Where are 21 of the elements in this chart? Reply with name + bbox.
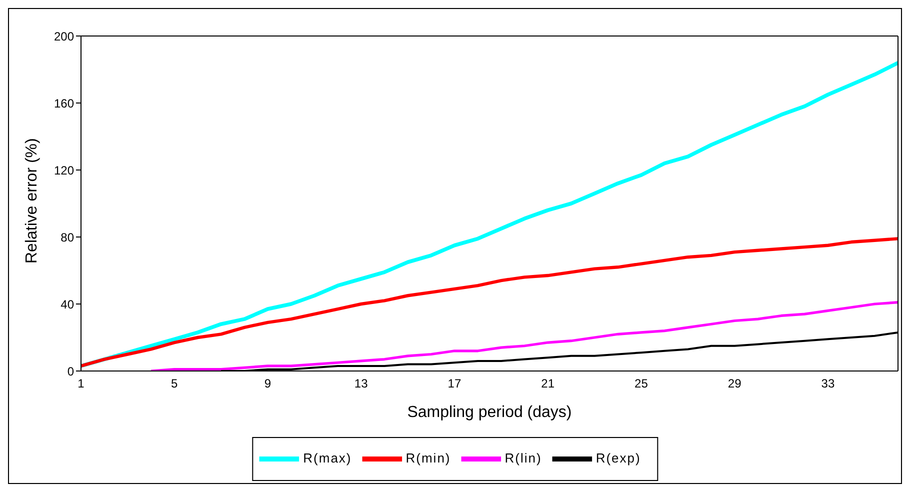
x-tick-label: 13 xyxy=(354,376,368,391)
x-tick-label: 5 xyxy=(171,376,178,391)
x-tick-label: 21 xyxy=(541,376,555,391)
x-tick-label: 1 xyxy=(78,376,85,391)
x-tick-label: 9 xyxy=(264,376,272,391)
x-tick-label: 33 xyxy=(821,376,835,391)
y-tick-label: 80 xyxy=(60,230,74,244)
x-axis-title: Sampling period (days) xyxy=(407,404,572,421)
legend-label: R(min) xyxy=(406,450,451,466)
y-tick-label: 200 xyxy=(54,29,74,44)
x-tick-label: 29 xyxy=(728,376,742,391)
legend-label: R(exp) xyxy=(596,450,641,466)
x-tick-label: 25 xyxy=(634,376,648,391)
y-tick-label: 0 xyxy=(67,364,74,378)
x-tick-label: 17 xyxy=(448,376,462,391)
y-tick-label: 120 xyxy=(54,163,74,178)
y-tick-label: 40 xyxy=(60,297,74,312)
y-axis-title: Relative error (%) xyxy=(24,138,41,264)
legend-label: R(max) xyxy=(303,450,352,466)
legend-label: R(lin) xyxy=(504,450,542,466)
y-tick-label: 160 xyxy=(54,96,74,110)
